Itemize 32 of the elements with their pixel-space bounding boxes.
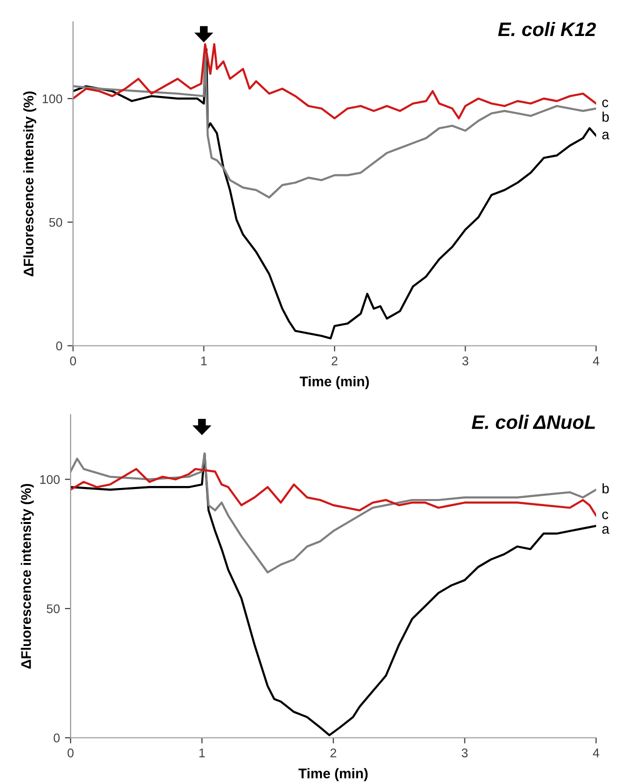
y-tick-label: 100 [40, 475, 60, 484]
y-tick-label: 50 [49, 218, 62, 227]
x-tick-label: 4 [592, 748, 600, 758]
series-label: b [602, 112, 609, 122]
series-label: c [602, 512, 608, 520]
y-tick-label: 100 [42, 94, 62, 104]
y-axis-title: ΔFluorescence intensity (%) [23, 92, 36, 276]
x-axis-title: Time (min) [300, 376, 369, 390]
x-tick-label: 1 [199, 748, 205, 758]
line-series [73, 43, 596, 120]
series-label: a [602, 526, 610, 534]
line-series [73, 48, 596, 340]
x-tick-label: 1 [201, 356, 207, 366]
y-axis-title: ΔFluorescence intensity (%) [20, 484, 34, 669]
x-axis-title: Time (min) [298, 768, 368, 782]
series-label: b [602, 483, 609, 494]
y-tick-label: 0 [54, 734, 60, 742]
x-tick-label: 2 [330, 748, 336, 758]
line-series [70, 468, 596, 517]
x-tick-label: 3 [462, 748, 468, 758]
chart-title: E. coli ΔNuoL [472, 414, 595, 430]
line-series [70, 452, 596, 574]
x-tick-label: 2 [332, 356, 338, 366]
x-tick-label: 4 [592, 356, 600, 366]
series-label: c [602, 100, 608, 108]
y-tick-label: 50 [46, 604, 60, 614]
y-tick-label: 0 [56, 342, 62, 350]
x-tick-label: 3 [462, 356, 468, 366]
x-tick-label: 0 [70, 356, 76, 366]
x-tick-label: 0 [68, 748, 74, 758]
chart-title: E. coli K12 [498, 22, 596, 36]
series-label: a [602, 132, 610, 140]
